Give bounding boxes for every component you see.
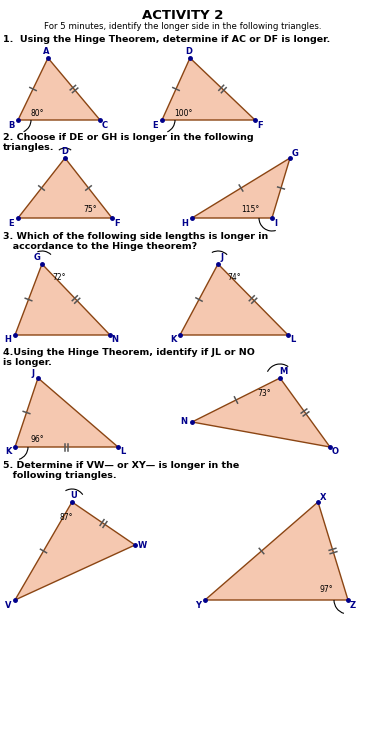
Text: J: J [31,369,34,378]
Polygon shape [180,264,288,335]
Polygon shape [162,58,255,120]
Text: 87°: 87° [59,514,73,523]
Text: G: G [34,253,40,263]
Text: A: A [43,48,49,57]
Text: 115°: 115° [241,205,259,213]
Text: Y: Y [195,601,201,609]
Text: 100°: 100° [174,108,192,118]
Text: 1.  Using the Hinge Theorem, determine if AC or DF is longer.: 1. Using the Hinge Theorem, determine if… [3,35,330,44]
Text: 3. Which of the following side lengths is longer in
   accordance to the Hinge t: 3. Which of the following side lengths i… [3,232,268,252]
Polygon shape [18,158,112,218]
Text: K: K [5,447,11,456]
Text: H: H [4,336,11,344]
Text: ACTIVITY 2: ACTIVITY 2 [142,9,224,22]
Text: D: D [61,147,68,157]
Polygon shape [15,378,118,447]
Text: 4.Using the Hinge Theorem, identify if JL or NO
is longer.: 4.Using the Hinge Theorem, identify if J… [3,348,255,367]
Text: O: O [332,447,339,456]
Text: 72°: 72° [52,272,66,281]
Polygon shape [15,502,135,600]
Text: L: L [120,447,126,456]
Text: 73°: 73° [257,389,271,397]
Text: F: F [114,219,120,227]
Polygon shape [205,502,348,600]
Text: D: D [186,48,193,57]
Text: U: U [71,492,77,500]
Text: B: B [8,121,14,130]
Text: 80°: 80° [30,108,44,118]
Text: F: F [257,121,263,130]
Polygon shape [192,158,290,218]
Text: M: M [279,367,287,377]
Text: 75°: 75° [83,205,97,213]
Text: N: N [112,336,119,344]
Polygon shape [192,378,330,447]
Polygon shape [15,264,110,335]
Text: V: V [5,601,11,609]
Text: H: H [182,219,188,227]
Text: I: I [274,219,277,227]
Text: W: W [137,540,147,550]
Text: Z: Z [350,601,356,609]
Text: 97°: 97° [319,586,333,595]
Text: 5. Determine if VW— or XY— is longer in the
   following triangles.: 5. Determine if VW— or XY— is longer in … [3,461,239,481]
Text: 2. Choose if DE or GH is longer in the following
triangles.: 2. Choose if DE or GH is longer in the f… [3,133,254,152]
Text: L: L [290,336,296,344]
Text: 74°: 74° [227,272,241,281]
Text: G: G [292,149,298,158]
Text: For 5 minutes, identify the longer side in the following triangles.: For 5 minutes, identify the longer side … [44,22,322,31]
Polygon shape [18,58,100,120]
Text: K: K [170,336,176,344]
Text: N: N [180,417,187,426]
Text: J: J [220,253,224,263]
Text: C: C [102,121,108,130]
Text: E: E [8,219,14,227]
Text: 96°: 96° [30,434,44,444]
Text: X: X [320,492,326,501]
Text: E: E [152,121,158,130]
